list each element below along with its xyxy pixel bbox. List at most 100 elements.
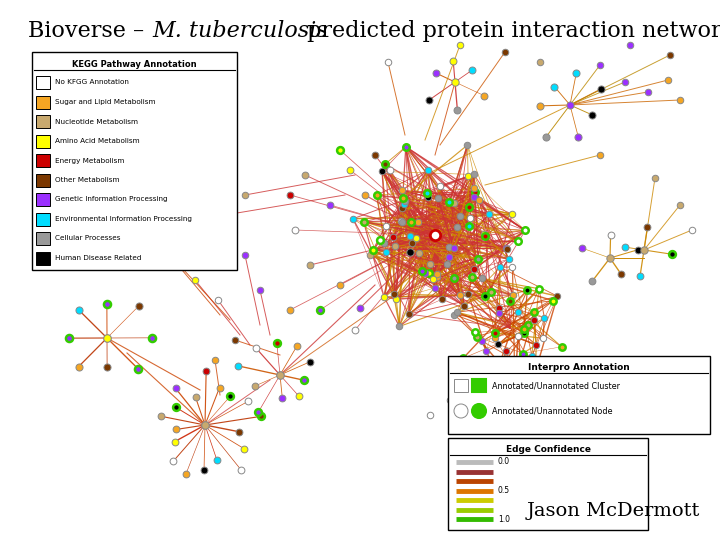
Point: [133, 302, 145, 310]
Point: [463, 221, 474, 230]
Point: [371, 191, 382, 199]
Point: [379, 160, 391, 168]
Point: [379, 293, 390, 301]
Point: [169, 437, 181, 446]
Text: Environmental Information Processing: Environmental Information Processing: [55, 216, 192, 222]
Point: [422, 166, 433, 174]
Point: [604, 254, 616, 262]
Point: [344, 166, 356, 174]
Point: [534, 58, 546, 66]
Point: [477, 274, 488, 282]
Point: [238, 444, 250, 453]
Point: [572, 133, 584, 141]
Point: [293, 392, 305, 401]
Point: [490, 333, 501, 342]
Point: [490, 373, 501, 381]
Point: [444, 198, 455, 206]
Point: [429, 284, 441, 292]
Point: [492, 340, 504, 348]
Bar: [36, 173, 50, 186]
Point: [377, 167, 388, 176]
Point: [419, 269, 431, 278]
Text: No KFGG Annotation: No KFGG Annotation: [55, 79, 129, 85]
Text: 0.0: 0.0: [498, 457, 510, 467]
Point: [358, 218, 369, 226]
Point: [167, 457, 179, 465]
Point: [304, 357, 315, 366]
Point: [500, 347, 512, 355]
Point: [416, 266, 428, 275]
Point: [369, 151, 381, 159]
Point: [517, 349, 528, 358]
Point: [508, 291, 519, 299]
Point: [298, 376, 310, 384]
Bar: [36, 96, 50, 109]
Point: [397, 218, 408, 226]
Text: M. tuberculosis: M. tuberculosis: [152, 20, 328, 42]
Bar: [36, 252, 50, 265]
Point: [471, 332, 482, 341]
Point: [674, 201, 685, 210]
Point: [552, 292, 563, 300]
Point: [448, 199, 459, 208]
Circle shape: [472, 404, 486, 418]
Point: [451, 106, 463, 114]
Point: [271, 339, 282, 347]
Text: Jason McDermott: Jason McDermott: [526, 502, 700, 520]
Point: [427, 275, 438, 284]
Point: [102, 334, 113, 342]
Point: [400, 143, 412, 151]
Point: [576, 244, 588, 252]
Point: [364, 251, 376, 259]
Point: [448, 244, 459, 253]
Point: [462, 172, 474, 180]
Point: [431, 273, 443, 281]
Point: [477, 337, 488, 346]
Point: [462, 289, 474, 298]
Point: [530, 367, 541, 376]
Point: [436, 295, 448, 303]
Point: [229, 336, 240, 345]
Point: [380, 247, 392, 256]
Text: 0.5: 0.5: [498, 486, 510, 495]
Point: [354, 303, 366, 312]
Text: Cellular Processes: Cellular Processes: [55, 235, 120, 241]
Point: [146, 334, 158, 342]
Point: [480, 232, 491, 240]
Point: [464, 213, 475, 222]
Point: [423, 96, 434, 105]
Point: [523, 320, 534, 329]
Bar: [36, 76, 50, 89]
Point: [390, 295, 402, 303]
Text: Bioverse –: Bioverse –: [28, 20, 151, 42]
Point: [289, 226, 301, 234]
Point: [212, 296, 224, 305]
Bar: [36, 134, 50, 147]
Point: [404, 232, 415, 240]
Point: [480, 347, 492, 355]
Point: [505, 297, 516, 306]
Point: [73, 362, 84, 371]
Point: [404, 248, 415, 256]
Point: [219, 211, 230, 219]
Point: [334, 281, 346, 289]
Point: [423, 269, 435, 278]
Text: predicted protein interaction network: predicted protein interaction network: [300, 20, 720, 42]
Point: [534, 285, 545, 293]
Point: [189, 276, 201, 285]
Point: [180, 469, 192, 478]
Text: Annotated/Unannotated Cluster: Annotated/Unannotated Cluster: [492, 381, 620, 390]
Point: [457, 354, 469, 362]
Text: Annotated/Unannotated Node: Annotated/Unannotated Node: [492, 407, 613, 415]
Text: KEGG Pathway Annotation: KEGG Pathway Annotation: [72, 60, 197, 69]
Point: [469, 411, 481, 420]
Point: [467, 65, 478, 74]
Point: [469, 328, 480, 337]
Point: [472, 255, 484, 264]
Point: [518, 325, 529, 334]
Point: [396, 204, 408, 213]
Bar: [36, 193, 50, 206]
Text: Nucleotide Metabolism: Nucleotide Metabolism: [55, 118, 138, 125]
Point: [239, 251, 251, 259]
Point: [394, 322, 405, 330]
